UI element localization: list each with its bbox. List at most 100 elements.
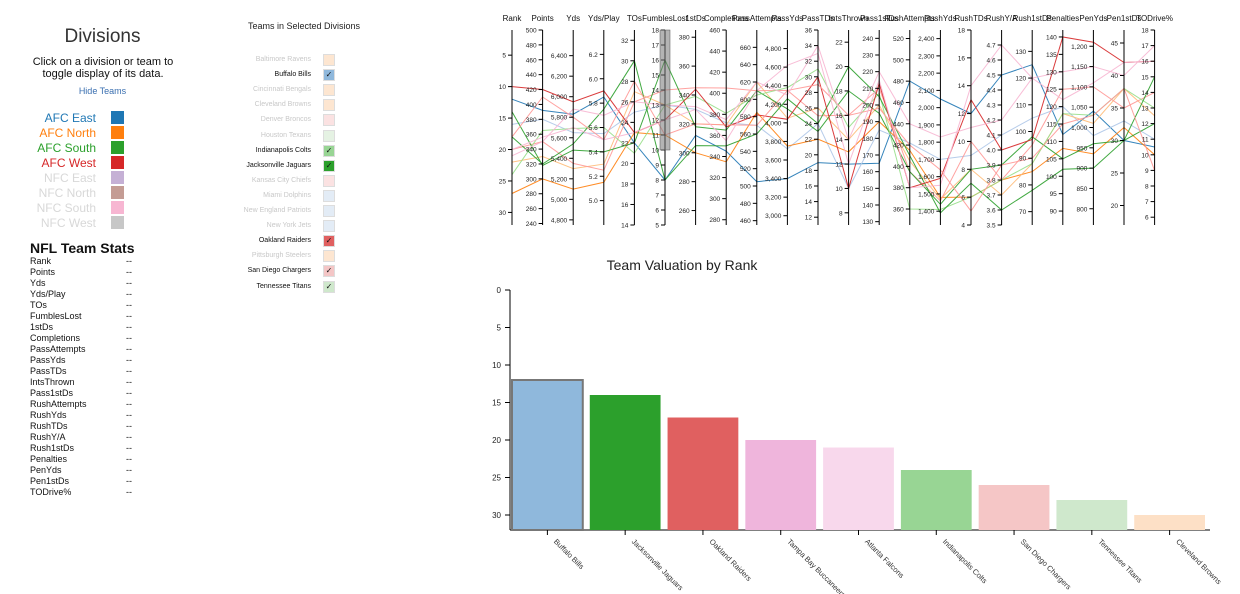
division-swatch[interactable] <box>111 111 124 124</box>
pc-tick-label: 640 <box>740 62 751 69</box>
pc-axis-label[interactable]: RushY/A <box>986 14 1018 23</box>
bar-san-diego-chargers[interactable] <box>978 485 1050 530</box>
pc-team-line[interactable] <box>511 64 1155 183</box>
stat-row-1stds: 1stDs -- <box>30 322 150 333</box>
pc-axis-label[interactable]: Yds <box>566 14 580 23</box>
division-afc-east[interactable]: AFC East <box>20 111 124 125</box>
team-kansas-city-chiefs[interactable]: Kansas City Chiefs <box>200 174 335 187</box>
pc-team-line[interactable] <box>511 58 1155 206</box>
bar-jacksonville-jaguars[interactable] <box>589 395 661 530</box>
division-nfc-east[interactable]: NFC East <box>20 171 124 185</box>
bar-indianapolis-colts[interactable] <box>900 470 972 530</box>
pc-axis-label[interactable]: IntsThrown <box>829 14 869 23</box>
team-checkbox[interactable] <box>323 84 335 97</box>
pc-tick-label: 45 <box>1111 41 1119 48</box>
team-checkbox[interactable] <box>323 220 335 233</box>
team-checkbox[interactable] <box>323 205 335 217</box>
team-checkbox[interactable]: ✓ <box>323 144 335 157</box>
team-checkbox[interactable] <box>323 114 335 127</box>
pc-team-line[interactable] <box>511 80 1156 212</box>
team-denver-broncos[interactable]: Denver Broncos <box>200 114 335 127</box>
team-new-york-jets[interactable]: New York Jets <box>200 220 335 233</box>
division-afc-north[interactable]: AFC North <box>20 126 124 140</box>
pc-tick-label: 260 <box>526 206 537 213</box>
pc-axis-label[interactable]: 1stDs <box>685 14 705 23</box>
division-afc-west[interactable]: AFC West <box>20 156 124 170</box>
team-buffalo-bills[interactable]: Buffalo Bills ✓ <box>200 69 335 82</box>
pc-team-line[interactable] <box>511 111 1155 198</box>
pc-axis-label[interactable]: PassYds <box>772 14 804 23</box>
pc-team-line[interactable] <box>511 36 1155 191</box>
division-nfc-south[interactable]: NFC South <box>20 201 124 215</box>
pc-axis-label[interactable]: Pass1stDs <box>860 14 898 23</box>
stat-label: Pen1stDs <box>30 476 70 486</box>
division-swatch[interactable] <box>111 201 124 214</box>
parallel-coordinates-chart[interactable]: Rank 5 10 15 20 25 30 Points 240 260 280 300 320 340 3… <box>460 0 1240 240</box>
team-miami-dolphins[interactable]: Miami Dolphins <box>200 189 335 202</box>
bar-oakland-raiders[interactable] <box>667 417 739 531</box>
team-checkbox[interactable]: ✓ <box>323 280 335 293</box>
team-cleveland-browns[interactable]: Cleveland Browns <box>200 99 335 112</box>
division-nfc-west[interactable]: NFC West <box>20 216 124 230</box>
team-checkbox[interactable] <box>323 250 335 263</box>
team-new-england-patriots[interactable]: New England Patriots <box>200 205 335 217</box>
pc-team-line[interactable] <box>511 68 1155 211</box>
pc-axis-label[interactable]: RushYds <box>924 14 956 23</box>
division-swatch[interactable] <box>111 156 124 169</box>
pc-axis-label[interactable]: Rank <box>503 14 523 23</box>
team-checkbox[interactable] <box>323 99 335 112</box>
pc-team-line[interactable] <box>511 59 1156 214</box>
hide-teams-link[interactable]: Hide Teams <box>78 86 127 96</box>
pc-axis-label[interactable]: RushTDs <box>954 14 987 23</box>
division-swatch[interactable] <box>111 216 124 229</box>
division-swatch[interactable] <box>111 141 124 154</box>
division-swatch[interactable] <box>111 126 124 139</box>
team-cincinnati-bengals[interactable]: Cincinnati Bengals <box>200 84 335 97</box>
pc-axis-label[interactable]: PassTDs <box>802 14 834 23</box>
team-san-diego-chargers[interactable]: San Diego Chargers ✓ <box>200 265 335 278</box>
pc-axis-label[interactable]: Points <box>531 14 553 23</box>
team-tennessee-titans[interactable]: Tennessee Titans ✓ <box>200 280 335 293</box>
bar-buffalo-bills[interactable] <box>511 379 584 531</box>
team-baltimore-ravens[interactable]: Baltimore Ravens <box>200 54 335 66</box>
division-nfc-north[interactable]: NFC North <box>20 186 124 200</box>
team-checkbox[interactable] <box>323 54 335 66</box>
team-checkbox[interactable]: ✓ <box>323 235 335 248</box>
pc-team-line[interactable] <box>511 44 1155 157</box>
stat-label: PassAttempts <box>30 344 86 354</box>
bar-tennessee-titans[interactable] <box>1056 500 1128 530</box>
team-checkbox[interactable]: ✓ <box>323 265 335 278</box>
pc-axis-label[interactable]: FumblesLost <box>642 14 689 23</box>
bar-atlanta-falcons[interactable] <box>823 447 894 531</box>
team-jacksonville-jaguars[interactable]: Jacksonville Jaguars ✓ <box>200 159 335 172</box>
team-checkbox[interactable]: ✓ <box>323 69 335 82</box>
team-indianapolis-colts[interactable]: Indianapolis Colts ✓ <box>200 144 335 157</box>
bar-tampa-bay-buccaneers[interactable] <box>745 440 817 530</box>
pc-tick-label: 170 <box>862 153 873 160</box>
pc-team-line[interactable] <box>511 44 1155 189</box>
pc-brush-selection[interactable] <box>659 29 671 151</box>
team-checkbox[interactable] <box>323 189 335 202</box>
stat-row-tos: TOs -- <box>30 300 150 311</box>
pc-axis-label[interactable]: Rush1stDs <box>1013 14 1052 23</box>
team-checkbox[interactable]: ✓ <box>323 159 335 172</box>
team-houston-texans[interactable]: Houston Texans <box>200 129 335 142</box>
team-checkbox[interactable] <box>323 174 335 187</box>
pc-axis-label[interactable]: PassAttempts <box>732 14 781 23</box>
pc-axis-label[interactable]: Penalties <box>1046 14 1079 23</box>
team-pittsburgh-steelers[interactable]: Pittsburgh Steelers <box>200 250 335 263</box>
pc-axis-label[interactable]: Completions <box>704 14 748 23</box>
team-oakland-raiders[interactable]: Oakland Raiders ✓ <box>200 235 335 248</box>
pc-axis-label[interactable]: TODrive% <box>1136 14 1173 23</box>
division-swatch[interactable] <box>111 171 124 184</box>
pc-axis-label[interactable]: RushAttempts <box>885 14 935 23</box>
team-checkbox[interactable] <box>323 129 335 142</box>
bar-cleveland-browns[interactable] <box>1134 515 1205 530</box>
division-swatch[interactable] <box>111 186 124 199</box>
pc-axis-label[interactable]: Yds/Play <box>588 14 620 23</box>
pc-axis-label[interactable]: TOs <box>627 14 642 23</box>
pc-team-line[interactable] <box>511 104 1155 190</box>
division-afc-south[interactable]: AFC South <box>20 141 124 155</box>
pc-axis-label[interactable]: PenYds <box>1079 14 1107 23</box>
pc-axis-label[interactable]: Pen1stDs <box>1107 14 1142 23</box>
